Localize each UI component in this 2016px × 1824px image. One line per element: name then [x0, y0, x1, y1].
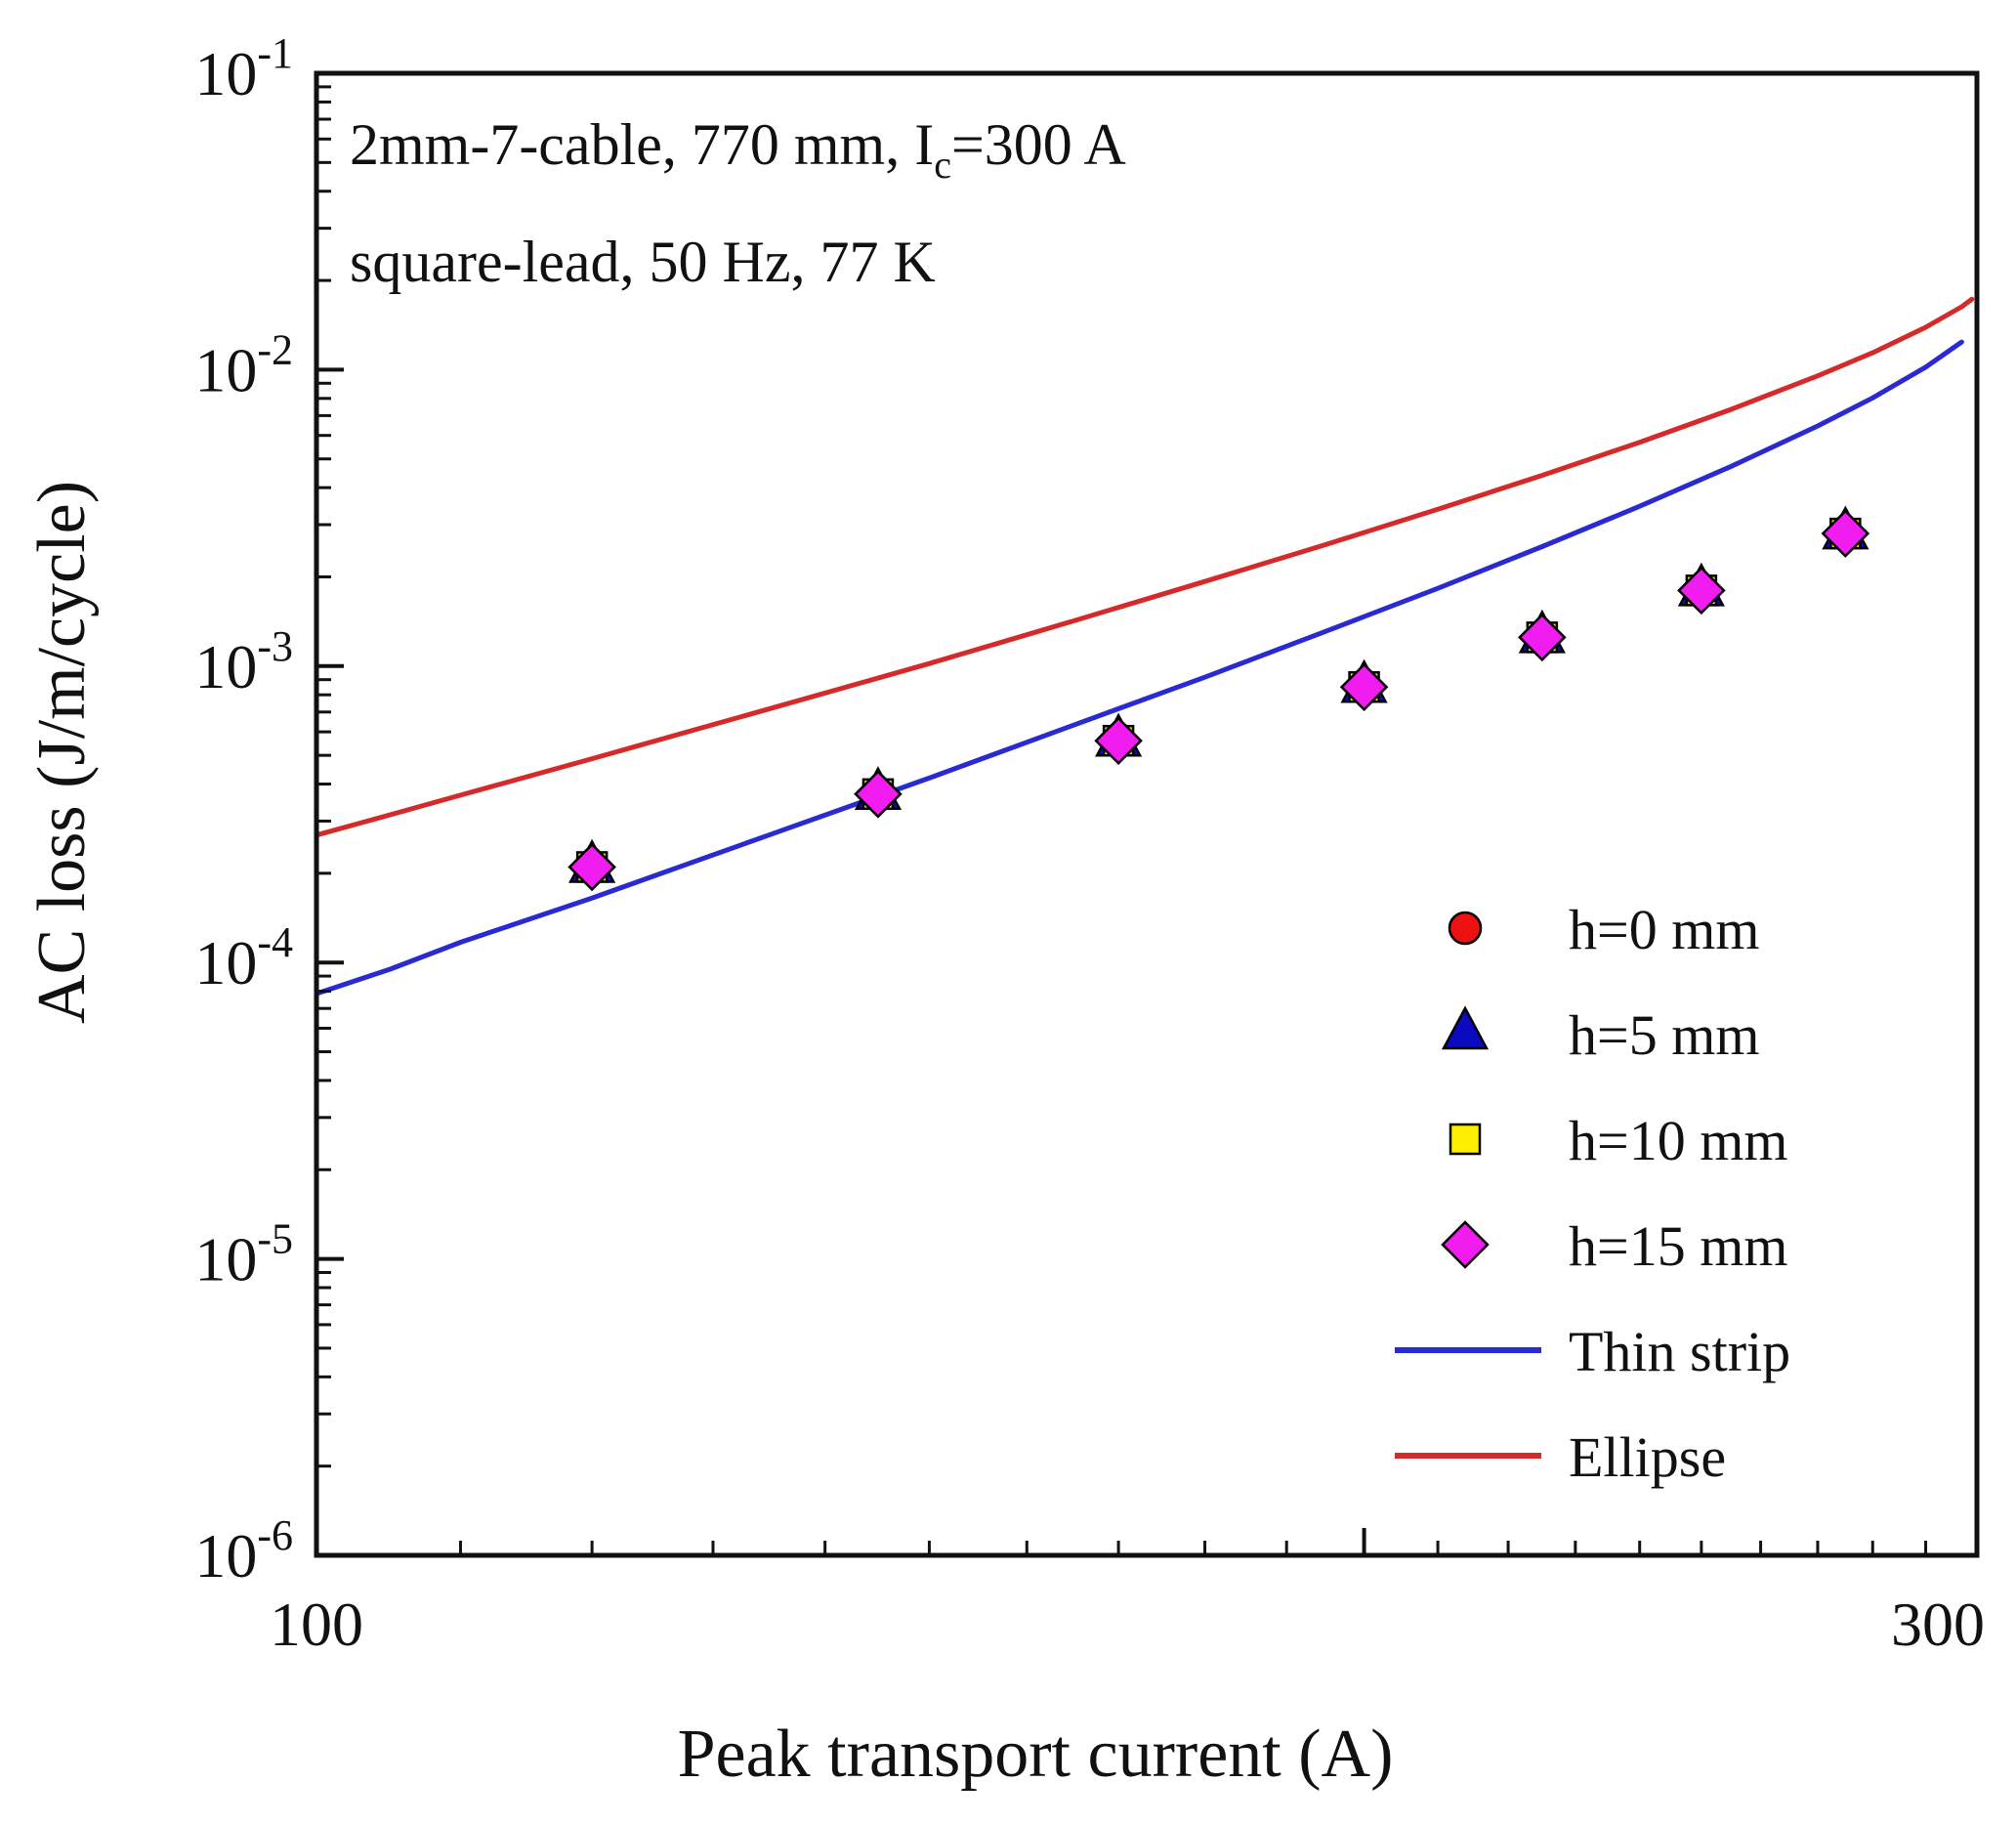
annotation-line1-post: =300 A	[951, 112, 1126, 177]
annotation-line1-sub: c	[934, 143, 951, 187]
legend-label: Thin strip	[1569, 1320, 1790, 1383]
y-tick-label: 10-2	[194, 325, 293, 404]
y-axis-title: AC loss (J/m/cycle)	[24, 481, 100, 1024]
annotation-line2: square-lead, 50 Hz, 77 K	[350, 230, 936, 294]
legend-label: h=5 mm	[1569, 1003, 1759, 1067]
y-tick-label: 10-6	[194, 1511, 293, 1591]
data-point	[1821, 509, 1870, 558]
data-point	[567, 842, 616, 892]
plot-frame	[314, 70, 1980, 1558]
y-tick-label: 10-4	[194, 918, 293, 997]
data-point	[1094, 716, 1143, 765]
model-curve-thin-strip	[314, 339, 1964, 997]
data-point	[1339, 662, 1389, 711]
x-tick-label: 100	[270, 1590, 363, 1659]
y-tick-label: 10-5	[194, 1215, 293, 1294]
legend-marker-triangle	[1441, 1005, 1490, 1050]
legend-marker-circle	[1448, 911, 1483, 946]
legend-marker-diamond	[1441, 1220, 1490, 1269]
x-tick-label: 300	[1891, 1590, 1985, 1659]
annotation-line1-pre: 2mm-7-cable, 770 mm, I	[350, 112, 934, 177]
annotation-line1: 2mm-7-cable, 770 mm, Ic=300 A	[350, 112, 1126, 187]
y-tick-label: 10-1	[194, 29, 293, 108]
legend-label: h=15 mm	[1569, 1214, 1787, 1278]
data-point	[854, 770, 903, 819]
data-point	[1518, 613, 1567, 662]
legend-marker-square	[1449, 1123, 1482, 1156]
y-tick-label: 10-3	[194, 622, 293, 701]
data-point	[1677, 566, 1726, 615]
legend-label: h=10 mm	[1569, 1109, 1787, 1172]
legend-label: h=0 mm	[1569, 898, 1759, 961]
model-curve-ellipse	[314, 296, 1975, 838]
legend-label: Ellipse	[1569, 1425, 1726, 1489]
x-axis-title: Peak transport current (A)	[678, 1717, 1394, 1792]
